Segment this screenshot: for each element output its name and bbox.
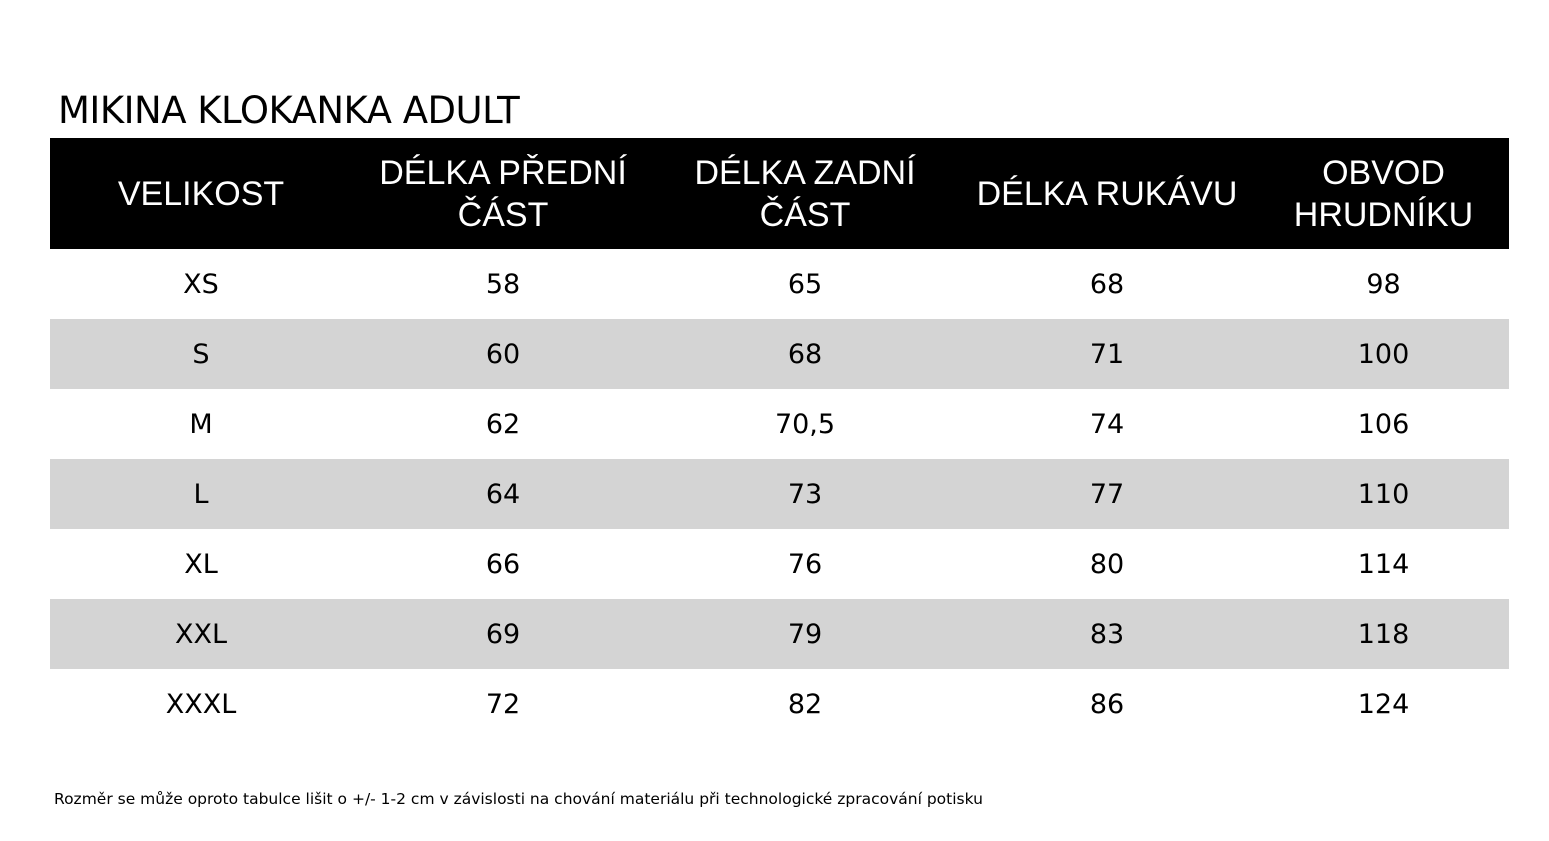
cell-chest: 98 xyxy=(1366,268,1401,300)
cell-front-length: 58 xyxy=(485,268,521,300)
header-size: VELIKOST xyxy=(50,138,352,249)
cell-front-length: 64 xyxy=(485,478,521,510)
header-sleeve-length-line-1: DÉLKA RUKÁVU xyxy=(976,174,1238,213)
cell-size: XS xyxy=(183,268,219,300)
table-row: XL 66 76 80 114 xyxy=(50,529,1509,599)
table-row: XXXL 72 82 86 124 xyxy=(50,669,1509,739)
cell-chest: 124 xyxy=(1357,688,1410,720)
cell-front-length: 62 xyxy=(485,408,521,440)
cell-front-length: 72 xyxy=(485,688,521,720)
cell-chest: 118 xyxy=(1357,618,1410,650)
header-chest-line-2: HRUDNÍKU xyxy=(1293,195,1474,234)
cell-size: XXXL xyxy=(165,688,237,720)
cell-sleeve-length: 80 xyxy=(1089,548,1125,580)
cell-sleeve-length: 74 xyxy=(1089,408,1125,440)
cell-size: S xyxy=(192,338,210,370)
table-row: S 60 68 71 100 xyxy=(50,319,1509,389)
cell-size: XL xyxy=(184,548,218,580)
cell-size: XXL xyxy=(174,618,228,650)
cell-size: L xyxy=(193,478,209,510)
cell-chest: 106 xyxy=(1357,408,1410,440)
cell-chest: 110 xyxy=(1357,478,1410,510)
cell-back-length: 82 xyxy=(787,688,823,720)
cell-front-length: 69 xyxy=(485,618,521,650)
cell-back-length: 76 xyxy=(787,548,823,580)
header-back-length-line-2: ČÁST xyxy=(759,195,851,234)
cell-chest: 100 xyxy=(1357,338,1410,370)
header-size-line-1: VELIKOST xyxy=(117,174,285,213)
cell-back-length: 73 xyxy=(787,478,823,510)
table-row: XS 58 65 68 98 xyxy=(50,249,1509,319)
cell-sleeve-length: 77 xyxy=(1089,478,1125,510)
tolerance-note: Rozměr se může oproto tabulce lišit o +/… xyxy=(54,790,983,808)
header-front-length-line-1: DÉLKA PŘEDNÍ xyxy=(379,153,627,192)
cell-sleeve-length: 71 xyxy=(1089,338,1125,370)
header-back-length: DÉLKA ZADNÍ ČÁST xyxy=(654,138,956,249)
cell-front-length: 66 xyxy=(485,548,521,580)
header-front-length-line-2: ČÁST xyxy=(457,195,549,234)
cell-sleeve-length: 68 xyxy=(1089,268,1125,300)
cell-back-length: 79 xyxy=(787,618,823,650)
cell-front-length: 60 xyxy=(485,338,521,370)
table-row: L 64 73 77 110 xyxy=(50,459,1509,529)
cell-chest: 114 xyxy=(1357,548,1410,580)
cell-sleeve-length: 83 xyxy=(1089,618,1125,650)
header-front-length: DÉLKA PŘEDNÍ ČÁST xyxy=(352,138,654,249)
header-chest-line-1: OBVOD xyxy=(1322,153,1445,192)
size-chart-table: VELIKOST DÉLKA PŘEDNÍ ČÁST DÉLKA ZADNÍ Č… xyxy=(50,138,1509,739)
header-sleeve-length: DÉLKA RUKÁVU xyxy=(956,138,1258,249)
table-row: M 62 70,5 74 106 xyxy=(50,389,1509,459)
table-header-row: VELIKOST DÉLKA PŘEDNÍ ČÁST DÉLKA ZADNÍ Č… xyxy=(50,138,1509,249)
header-back-length-line-1: DÉLKA ZADNÍ xyxy=(694,153,916,192)
cell-sleeve-length: 86 xyxy=(1089,688,1125,720)
cell-size: M xyxy=(189,408,213,440)
cell-back-length: 70,5 xyxy=(774,408,836,440)
table-row: XXL 69 79 83 118 xyxy=(50,599,1509,669)
page-title: MIKINA KLOKANKA ADULT xyxy=(58,89,520,132)
header-chest-circumference: OBVOD HRUDNÍKU xyxy=(1258,138,1509,249)
cell-back-length: 68 xyxy=(787,338,823,370)
cell-back-length: 65 xyxy=(787,268,823,300)
